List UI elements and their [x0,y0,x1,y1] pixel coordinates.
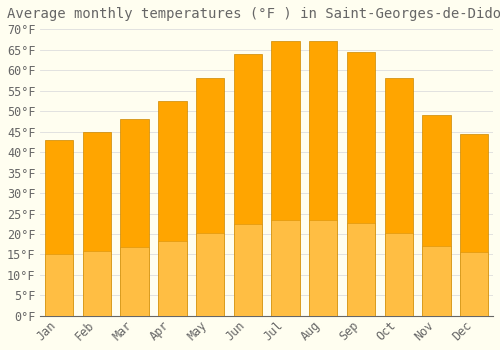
Bar [460,252,488,316]
Bar [384,233,413,316]
Bar [83,251,111,316]
Bar [234,224,262,316]
Bar [422,115,450,316]
Bar [347,223,375,316]
Bar [309,220,338,316]
Bar [120,119,149,316]
Bar [384,78,413,316]
Bar [83,132,111,316]
Bar [158,241,186,316]
Bar [196,78,224,316]
Title: Average monthly temperatures (°F ) in Saint-Georges-de-Didonne: Average monthly temperatures (°F ) in Sa… [7,7,500,21]
Bar [45,140,74,316]
Bar [347,51,375,316]
Bar [460,134,488,316]
Bar [309,41,338,316]
Bar [422,246,450,316]
Bar [158,101,186,316]
Bar [196,233,224,316]
Bar [234,54,262,316]
Bar [272,41,299,316]
Bar [120,247,149,316]
Bar [272,220,299,316]
Bar [45,254,74,316]
